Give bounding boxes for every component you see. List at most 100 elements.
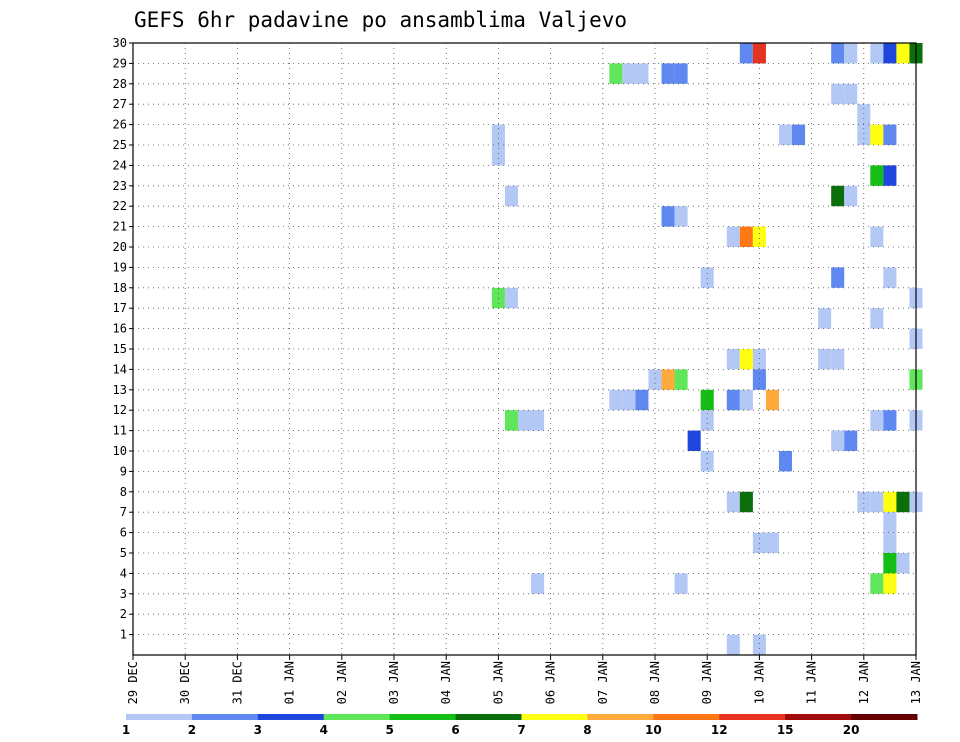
x-tick-label: 13 JAN xyxy=(909,661,923,704)
colorbar-swatch xyxy=(851,714,918,720)
colorbar-swatch xyxy=(719,714,786,720)
precip-cell xyxy=(491,145,505,166)
colorbar-label: 7 xyxy=(517,723,525,737)
colorbar-swatch xyxy=(191,714,259,720)
precip-cell xyxy=(883,124,897,145)
precip-cell xyxy=(896,553,910,574)
precip-cell xyxy=(831,43,845,64)
precip-cell xyxy=(739,349,753,370)
y-tick-label: 1 xyxy=(120,628,127,642)
y-tick-label: 5 xyxy=(120,546,127,560)
precip-cell xyxy=(857,491,871,513)
precip-cell xyxy=(674,369,688,390)
y-tick-label: 15 xyxy=(113,342,127,356)
precip-cell xyxy=(831,430,845,451)
x-tick-label: 31 DEC xyxy=(230,661,244,704)
y-tick-label: 13 xyxy=(113,383,127,397)
precip-cell xyxy=(504,410,518,431)
x-tick-label: 07 JAN xyxy=(596,661,610,704)
precip-cell xyxy=(870,43,884,64)
x-tick-label: 09 JAN xyxy=(700,661,714,704)
colorbar-label: 10 xyxy=(645,723,662,737)
precip-cell xyxy=(870,226,884,247)
x-tick-label: 12 JAN xyxy=(857,661,871,704)
precip-cell xyxy=(883,43,897,64)
precip-cell xyxy=(700,451,714,472)
precip-cell xyxy=(726,491,740,513)
y-tick-label: 21 xyxy=(113,220,127,234)
y-tick-label: 8 xyxy=(120,485,127,499)
y-tick-label: 6 xyxy=(120,526,127,540)
y-tick-label: 23 xyxy=(113,179,127,193)
colorbar-label: 6 xyxy=(451,723,459,737)
colorbar-label: 3 xyxy=(254,723,262,737)
colorbar-swatch xyxy=(389,714,457,720)
y-tick-label: 20 xyxy=(113,240,127,254)
colorbar-label: 5 xyxy=(385,723,393,737)
y-tick-label: 9 xyxy=(120,464,127,478)
x-tick-label: 10 JAN xyxy=(752,661,766,704)
y-axis: 1234567891011121314151617181920212223242… xyxy=(113,36,133,642)
precip-cell xyxy=(896,491,910,513)
precip-cell xyxy=(831,349,845,370)
precip-cell xyxy=(661,63,675,84)
y-tick-label: 2 xyxy=(120,607,127,621)
precip-cell xyxy=(687,430,701,451)
colorbar-label: 12 xyxy=(711,723,728,737)
precip-cell xyxy=(491,124,505,145)
precip-cell xyxy=(635,389,649,411)
y-tick-label: 12 xyxy=(113,403,127,417)
y-tick-label: 19 xyxy=(113,260,127,274)
precip-cell xyxy=(609,389,623,411)
x-tick-label: 08 JAN xyxy=(648,661,662,704)
x-tick-label: 05 JAN xyxy=(491,661,505,704)
x-tick-label: 06 JAN xyxy=(544,661,558,704)
colorbar-swatch xyxy=(126,714,193,720)
precip-cell xyxy=(752,226,766,247)
precip-cell xyxy=(700,267,714,288)
colorbar: 1 2 3 4 5 6 7 8 10 12 15 20 xyxy=(122,714,918,737)
precip-cell xyxy=(752,349,766,370)
grid-layer xyxy=(133,43,916,655)
colorbar-swatch xyxy=(521,714,588,720)
colorbar-label: 8 xyxy=(583,723,591,737)
precip-cell xyxy=(883,410,897,431)
precip-cell xyxy=(857,104,871,125)
precip-cell xyxy=(739,226,753,247)
y-tick-label: 3 xyxy=(120,587,127,601)
y-tick-label: 28 xyxy=(113,77,127,91)
precip-cell xyxy=(818,308,832,329)
precip-cell xyxy=(883,491,897,513)
precip-cell xyxy=(818,349,832,370)
colorbar-label: 4 xyxy=(320,723,328,737)
precip-cell xyxy=(661,369,675,390)
precip-cell xyxy=(870,573,884,594)
colorbar-label: 1 xyxy=(122,723,130,737)
precip-cell xyxy=(531,410,545,431)
x-tick-label: 30 DEC xyxy=(178,661,192,704)
precip-cell xyxy=(870,491,884,513)
precip-cell xyxy=(648,369,662,390)
precip-cell xyxy=(504,185,518,207)
precip-cell xyxy=(739,491,753,513)
y-tick-label: 11 xyxy=(113,424,127,438)
precip-cell xyxy=(778,124,793,145)
precip-cell xyxy=(870,124,884,145)
precip-cell xyxy=(896,43,910,64)
precip-cell xyxy=(857,124,871,145)
precip-cell xyxy=(883,573,897,594)
precip-cell xyxy=(504,287,518,309)
precip-cell xyxy=(883,267,897,288)
colorbar-swatch xyxy=(323,714,391,720)
precip-cell xyxy=(622,63,636,84)
colorbar-swatch xyxy=(653,714,720,720)
precip-cell xyxy=(831,185,845,207)
precip-cell xyxy=(752,369,766,390)
precip-cell xyxy=(883,532,897,553)
precip-cell xyxy=(726,389,740,411)
y-tick-label: 14 xyxy=(113,362,127,376)
cell-layer xyxy=(491,43,923,655)
y-tick-label: 18 xyxy=(113,281,127,295)
precip-cell xyxy=(739,43,753,64)
chart-title: GEFS 6hr padavine po ansamblima Valjevo xyxy=(134,8,627,32)
